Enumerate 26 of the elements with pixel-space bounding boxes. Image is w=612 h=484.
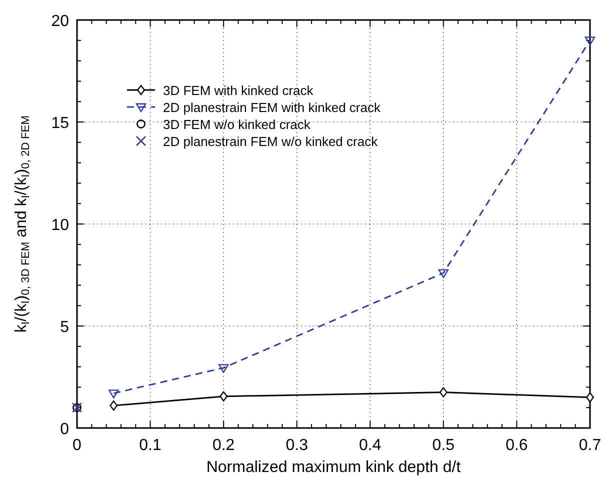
y-tick-label: 15 (51, 115, 70, 132)
point (439, 387, 448, 398)
point (108, 390, 119, 398)
x-tick-label: 0.3 (286, 437, 308, 454)
legend-label: 2D planestrain FEM with kinked crack (163, 100, 381, 115)
x-tick-label: 0.4 (359, 437, 382, 454)
y-tick-label: 5 (60, 319, 70, 336)
legend-label: 3D FEM with kinked crack (163, 83, 314, 98)
y-tick-label: 0 (60, 421, 70, 438)
point (584, 36, 596, 46)
y-tick-label: 10 (51, 217, 70, 234)
x-tick-label: 0.5 (432, 437, 455, 454)
point (110, 400, 118, 411)
x-tick-label: 0.6 (506, 437, 528, 454)
legend-label: 2D planestrain FEM w/o kinked crack (163, 134, 378, 149)
point (438, 269, 449, 278)
point (220, 391, 228, 402)
y-tick-label: 20 (51, 13, 70, 30)
point (586, 392, 594, 402)
x-tick-label: 0.1 (139, 437, 162, 454)
x-tick-label: 0.2 (212, 437, 235, 454)
x-tick-label: 0.7 (578, 437, 602, 454)
legend-label: 3D FEM w/o kinked crack (163, 117, 311, 132)
point (218, 364, 229, 373)
x-axis-title: Normalized maximum kink depth d/t (206, 459, 462, 476)
x-tick-label: 0 (72, 437, 82, 454)
